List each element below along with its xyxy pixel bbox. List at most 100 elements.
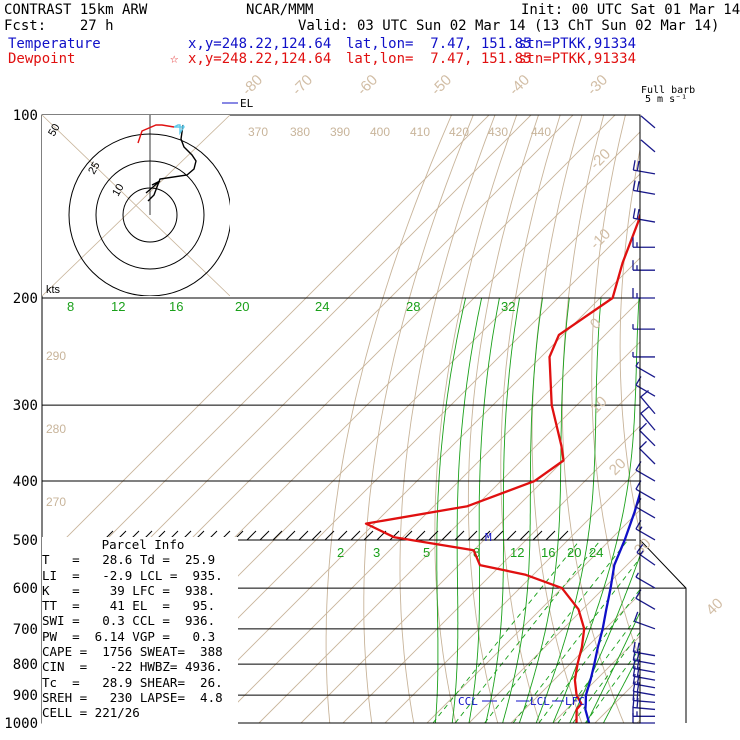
pressure-tick-label: 700 xyxy=(13,622,38,638)
isotherm-line xyxy=(216,299,640,723)
wind-barb xyxy=(638,422,656,447)
hatch-mark xyxy=(480,530,491,541)
wind-barb xyxy=(632,324,655,330)
hodograph-trace-top xyxy=(137,124,175,144)
parcel-info-row: Tc = 28.9 SHEAR= 26. xyxy=(42,674,223,690)
hodograph-ring-label: 50 xyxy=(46,122,63,139)
isotherm-label: -60 xyxy=(354,71,381,98)
wind-barb xyxy=(640,389,656,415)
isotherm-line xyxy=(510,593,640,723)
pressure-tick-label: 100 xyxy=(13,108,38,124)
parcel-info-row: CELL = 221/26 xyxy=(42,705,140,721)
mixing-ratio-label: 5 xyxy=(423,545,430,560)
mixing-ratio-label: 12 xyxy=(111,299,125,314)
isotherm-line xyxy=(42,115,490,563)
isotherm-label: -40 xyxy=(506,71,533,98)
theta-label: 370 xyxy=(248,125,268,139)
mixing-ratio-label: 32 xyxy=(501,299,515,314)
parcel-info-row: K = 39 LFC = 938. xyxy=(42,582,216,598)
dry-adiabat-line xyxy=(591,115,640,662)
wind-barb xyxy=(632,673,656,689)
parcel-info-row: CAPE = 1756 SWEAT= 388 xyxy=(42,644,223,660)
wind-barb xyxy=(632,641,656,657)
wind-barb xyxy=(632,681,656,696)
wind-barb xyxy=(632,180,656,195)
dry-adiabat-line xyxy=(619,147,640,536)
isotherm-label: -20 xyxy=(587,145,614,172)
diagram-right-edge xyxy=(639,115,687,723)
dewpoint-profile-line xyxy=(364,211,640,723)
hatch-mark xyxy=(350,530,361,541)
model-title: CONTRAST 15km ARW xyxy=(4,2,148,18)
wind-barb xyxy=(632,706,655,717)
wind-barb xyxy=(633,611,656,630)
hatch-mark xyxy=(558,530,569,541)
dewpoint-latlon: lat,lon= 7.47, 151.85 xyxy=(346,51,532,67)
hodograph-inset: 50 25 10 kts xyxy=(42,115,230,296)
pressure-tick-label: 800 xyxy=(13,657,38,673)
theta-label: 290 xyxy=(46,349,66,363)
wind-barb xyxy=(632,288,655,299)
hatch-mark xyxy=(545,530,556,541)
ccl-label: CCL xyxy=(458,695,478,708)
parcel-info-panel: Parcel Info T = 28.6 Td = 25.9 LI = -2.9 … xyxy=(42,537,238,737)
isotherm-line xyxy=(174,257,640,723)
isotherm-line xyxy=(42,115,532,605)
isotherm-label: 0 xyxy=(587,315,605,333)
mixing-ratio-label: 24 xyxy=(589,545,603,560)
dewpoint-star-icon: ☆ xyxy=(170,51,179,67)
isotherm-line xyxy=(721,115,740,723)
init-time: Init: 00 UTC Sat 01 Mar 14 xyxy=(521,2,740,18)
parcel-info-title: Parcel Info xyxy=(101,537,185,552)
isotherm-label: -30 xyxy=(584,71,611,98)
hatch-mark xyxy=(298,530,309,541)
dry-adiabat-line xyxy=(500,115,561,723)
mixing-ratio-label: 20 xyxy=(235,299,249,314)
mixing-ratio-label: 8 xyxy=(67,299,74,314)
temperature-latlon: lat,lon= 7.47, 151.85 xyxy=(346,36,532,52)
mixing-ratio-label: 16 xyxy=(541,545,555,560)
wind-barb xyxy=(635,572,656,589)
sounding-profiles xyxy=(364,211,640,723)
pressure-tick-label: 1000 xyxy=(4,716,38,732)
pressure-tick-label: 200 xyxy=(13,291,38,307)
hatch-mark xyxy=(532,530,543,541)
moist-adiabat-line xyxy=(603,651,640,723)
isotherm-line xyxy=(679,115,740,723)
mixing-ratio-line xyxy=(584,647,640,723)
hatch-mark xyxy=(311,530,322,541)
wind-barb xyxy=(638,440,656,465)
isotherm-line xyxy=(594,677,640,723)
pressure-tick-label: 300 xyxy=(13,398,38,414)
parcel-info-row: PW = 6.14 VGP = 0.3 xyxy=(42,628,216,644)
hodograph-diagonal xyxy=(42,115,230,296)
hatch-mark xyxy=(337,530,348,541)
hodograph-trace xyxy=(145,180,161,194)
wind-barb xyxy=(635,497,656,519)
mixing-ratio-label: 20 xyxy=(567,545,581,560)
el-label: EL xyxy=(240,97,254,110)
wind-barb xyxy=(640,406,656,431)
dry-adiabat-line xyxy=(675,115,740,736)
hodograph-ring-label: 25 xyxy=(86,160,103,177)
dewpoint-legend-label: Dewpoint xyxy=(8,51,76,67)
wind-barb xyxy=(640,139,656,153)
hodograph-trace xyxy=(147,124,197,202)
plot-frame xyxy=(41,114,641,724)
m-marker-label: M xyxy=(485,531,492,544)
theta-label: 280 xyxy=(46,422,66,436)
forecast-hour: Fcst: 27 h xyxy=(4,18,114,34)
wind-barb xyxy=(635,461,656,482)
theta-label: 390 xyxy=(330,125,350,139)
isotherm-label: 30 xyxy=(631,535,655,559)
isotherm-label: 10 xyxy=(587,393,611,417)
isotherm-label: 20 xyxy=(606,455,630,479)
theta-label: 380 xyxy=(290,125,310,139)
isotherm-line xyxy=(384,467,640,723)
wind-barb xyxy=(635,361,656,378)
parcel-info-row: SWI = 0.3 CCL = 936. xyxy=(42,613,216,629)
dry-adiabat-line xyxy=(467,115,539,723)
wind-barb xyxy=(632,260,655,271)
dry-adiabat-line xyxy=(363,115,474,723)
theta-label: 440 xyxy=(531,125,551,139)
